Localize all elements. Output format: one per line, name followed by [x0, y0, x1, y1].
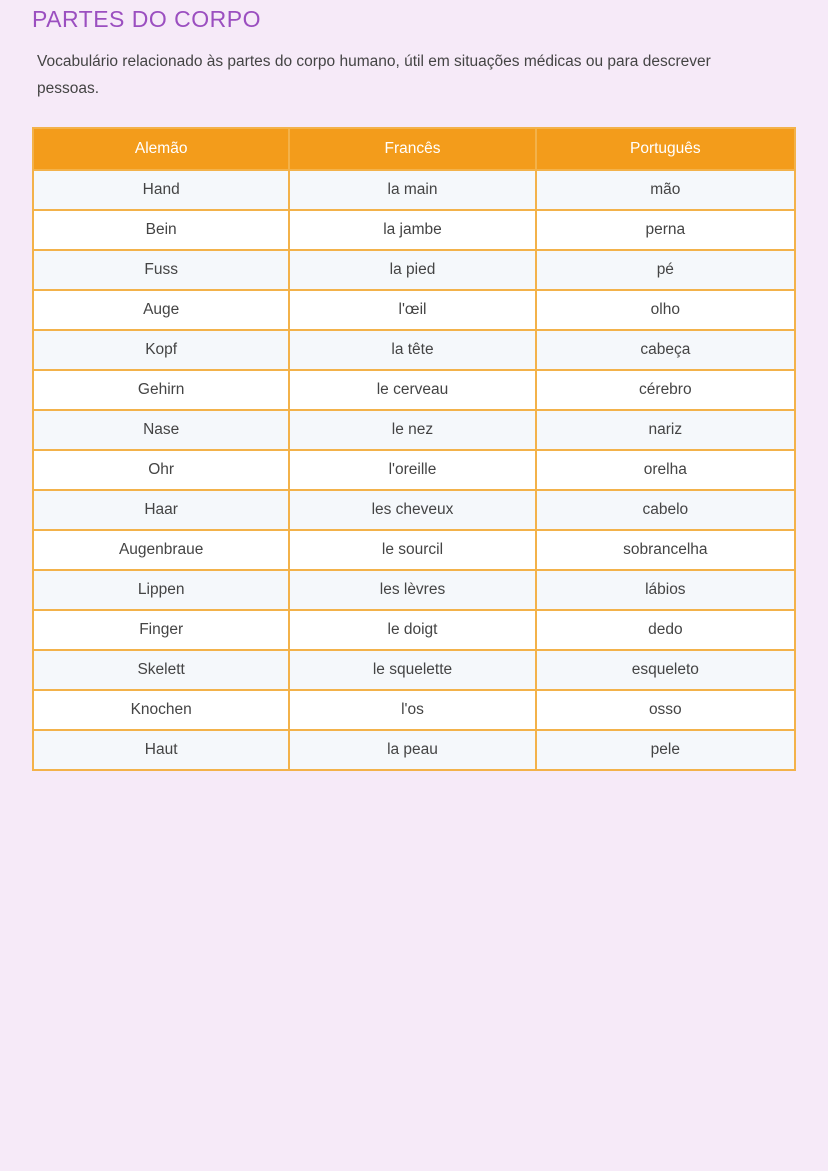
- header-portuguese: Português: [534, 127, 797, 171]
- table-row: Gehirn le cerveau cérebro: [31, 369, 797, 411]
- cell-french: le squelette: [288, 649, 537, 691]
- header-german: Alemão: [31, 127, 291, 171]
- table-row: Augenbraue le sourcil sobrancelha: [31, 529, 797, 571]
- cell-french: la peau: [288, 729, 537, 771]
- cell-french: les lèvres: [288, 569, 537, 611]
- table-row: Hand la main mão: [31, 169, 797, 211]
- cell-german: Skelett: [31, 649, 291, 691]
- cell-german: Haar: [31, 489, 291, 531]
- table-header-row: Alemão Francês Português: [31, 127, 797, 171]
- cell-portuguese: cabeça: [534, 329, 797, 371]
- cell-german: Ohr: [31, 449, 291, 491]
- table-row: Nase le nez nariz: [31, 409, 797, 451]
- cell-portuguese: perna: [534, 209, 797, 251]
- cell-french: la jambe: [288, 209, 537, 251]
- cell-portuguese: orelha: [534, 449, 797, 491]
- cell-german: Gehirn: [31, 369, 291, 411]
- cell-french: l'oreille: [288, 449, 537, 491]
- cell-german: Nase: [31, 409, 291, 451]
- cell-portuguese: pé: [534, 249, 797, 291]
- page-title: PARTES DO CORPO: [32, 6, 262, 32]
- cell-german: Hand: [31, 169, 291, 211]
- cell-french: l'œil: [288, 289, 537, 331]
- cell-german: Knochen: [31, 689, 291, 731]
- cell-portuguese: mão: [534, 169, 797, 211]
- vocabulary-table: Alemão Francês Português Hand la main mão B…: [31, 127, 797, 771]
- cell-german: Haut: [31, 729, 291, 771]
- cell-german: Bein: [31, 209, 291, 251]
- cell-french: le sourcil: [288, 529, 537, 571]
- cell-french: l'os: [288, 689, 537, 731]
- cell-german: Auge: [31, 289, 291, 331]
- cell-french: la tête: [288, 329, 537, 371]
- cell-german: Finger: [31, 609, 291, 651]
- cell-french: le doigt: [288, 609, 537, 651]
- cell-portuguese: lábios: [534, 569, 797, 611]
- cell-french: la main: [288, 169, 537, 211]
- table-row: Kopf la tête cabeça: [31, 329, 797, 371]
- intro-text: Vocabulário relacionado às partes do cor…: [37, 53, 711, 97]
- table-row: Finger le doigt dedo: [31, 609, 797, 651]
- table-row: Skelett le squelette esqueleto: [31, 649, 797, 691]
- cell-portuguese: pele: [534, 729, 797, 771]
- header-french: Francês: [288, 127, 537, 171]
- table-row: Fuss la pied pé: [31, 249, 797, 291]
- cell-portuguese: sobrancelha: [534, 529, 797, 571]
- cell-german: Kopf: [31, 329, 291, 371]
- cell-french: la pied: [288, 249, 537, 291]
- table-row: Haut la peau pele: [31, 729, 797, 771]
- cell-portuguese: osso: [534, 689, 797, 731]
- cell-portuguese: nariz: [534, 409, 797, 451]
- cell-portuguese: cérebro: [534, 369, 797, 411]
- cell-portuguese: dedo: [534, 609, 797, 651]
- cell-german: Augenbraue: [31, 529, 291, 571]
- table-row: Auge l'œil olho: [31, 289, 797, 331]
- table-row: Haar les cheveux cabelo: [31, 489, 797, 531]
- table-row: Bein la jambe perna: [31, 209, 797, 251]
- table-row: Lippen les lèvres lábios: [31, 569, 797, 611]
- cell-french: le cerveau: [288, 369, 537, 411]
- cell-german: Fuss: [31, 249, 291, 291]
- cell-french: le nez: [288, 409, 537, 451]
- table-row: Ohr l'oreille orelha: [31, 449, 797, 491]
- cell-portuguese: cabelo: [534, 489, 797, 531]
- table-row: Knochen l'os osso: [31, 689, 797, 731]
- cell-portuguese: olho: [534, 289, 797, 331]
- cell-german: Lippen: [31, 569, 291, 611]
- cell-french: les cheveux: [288, 489, 537, 531]
- cell-portuguese: esqueleto: [534, 649, 797, 691]
